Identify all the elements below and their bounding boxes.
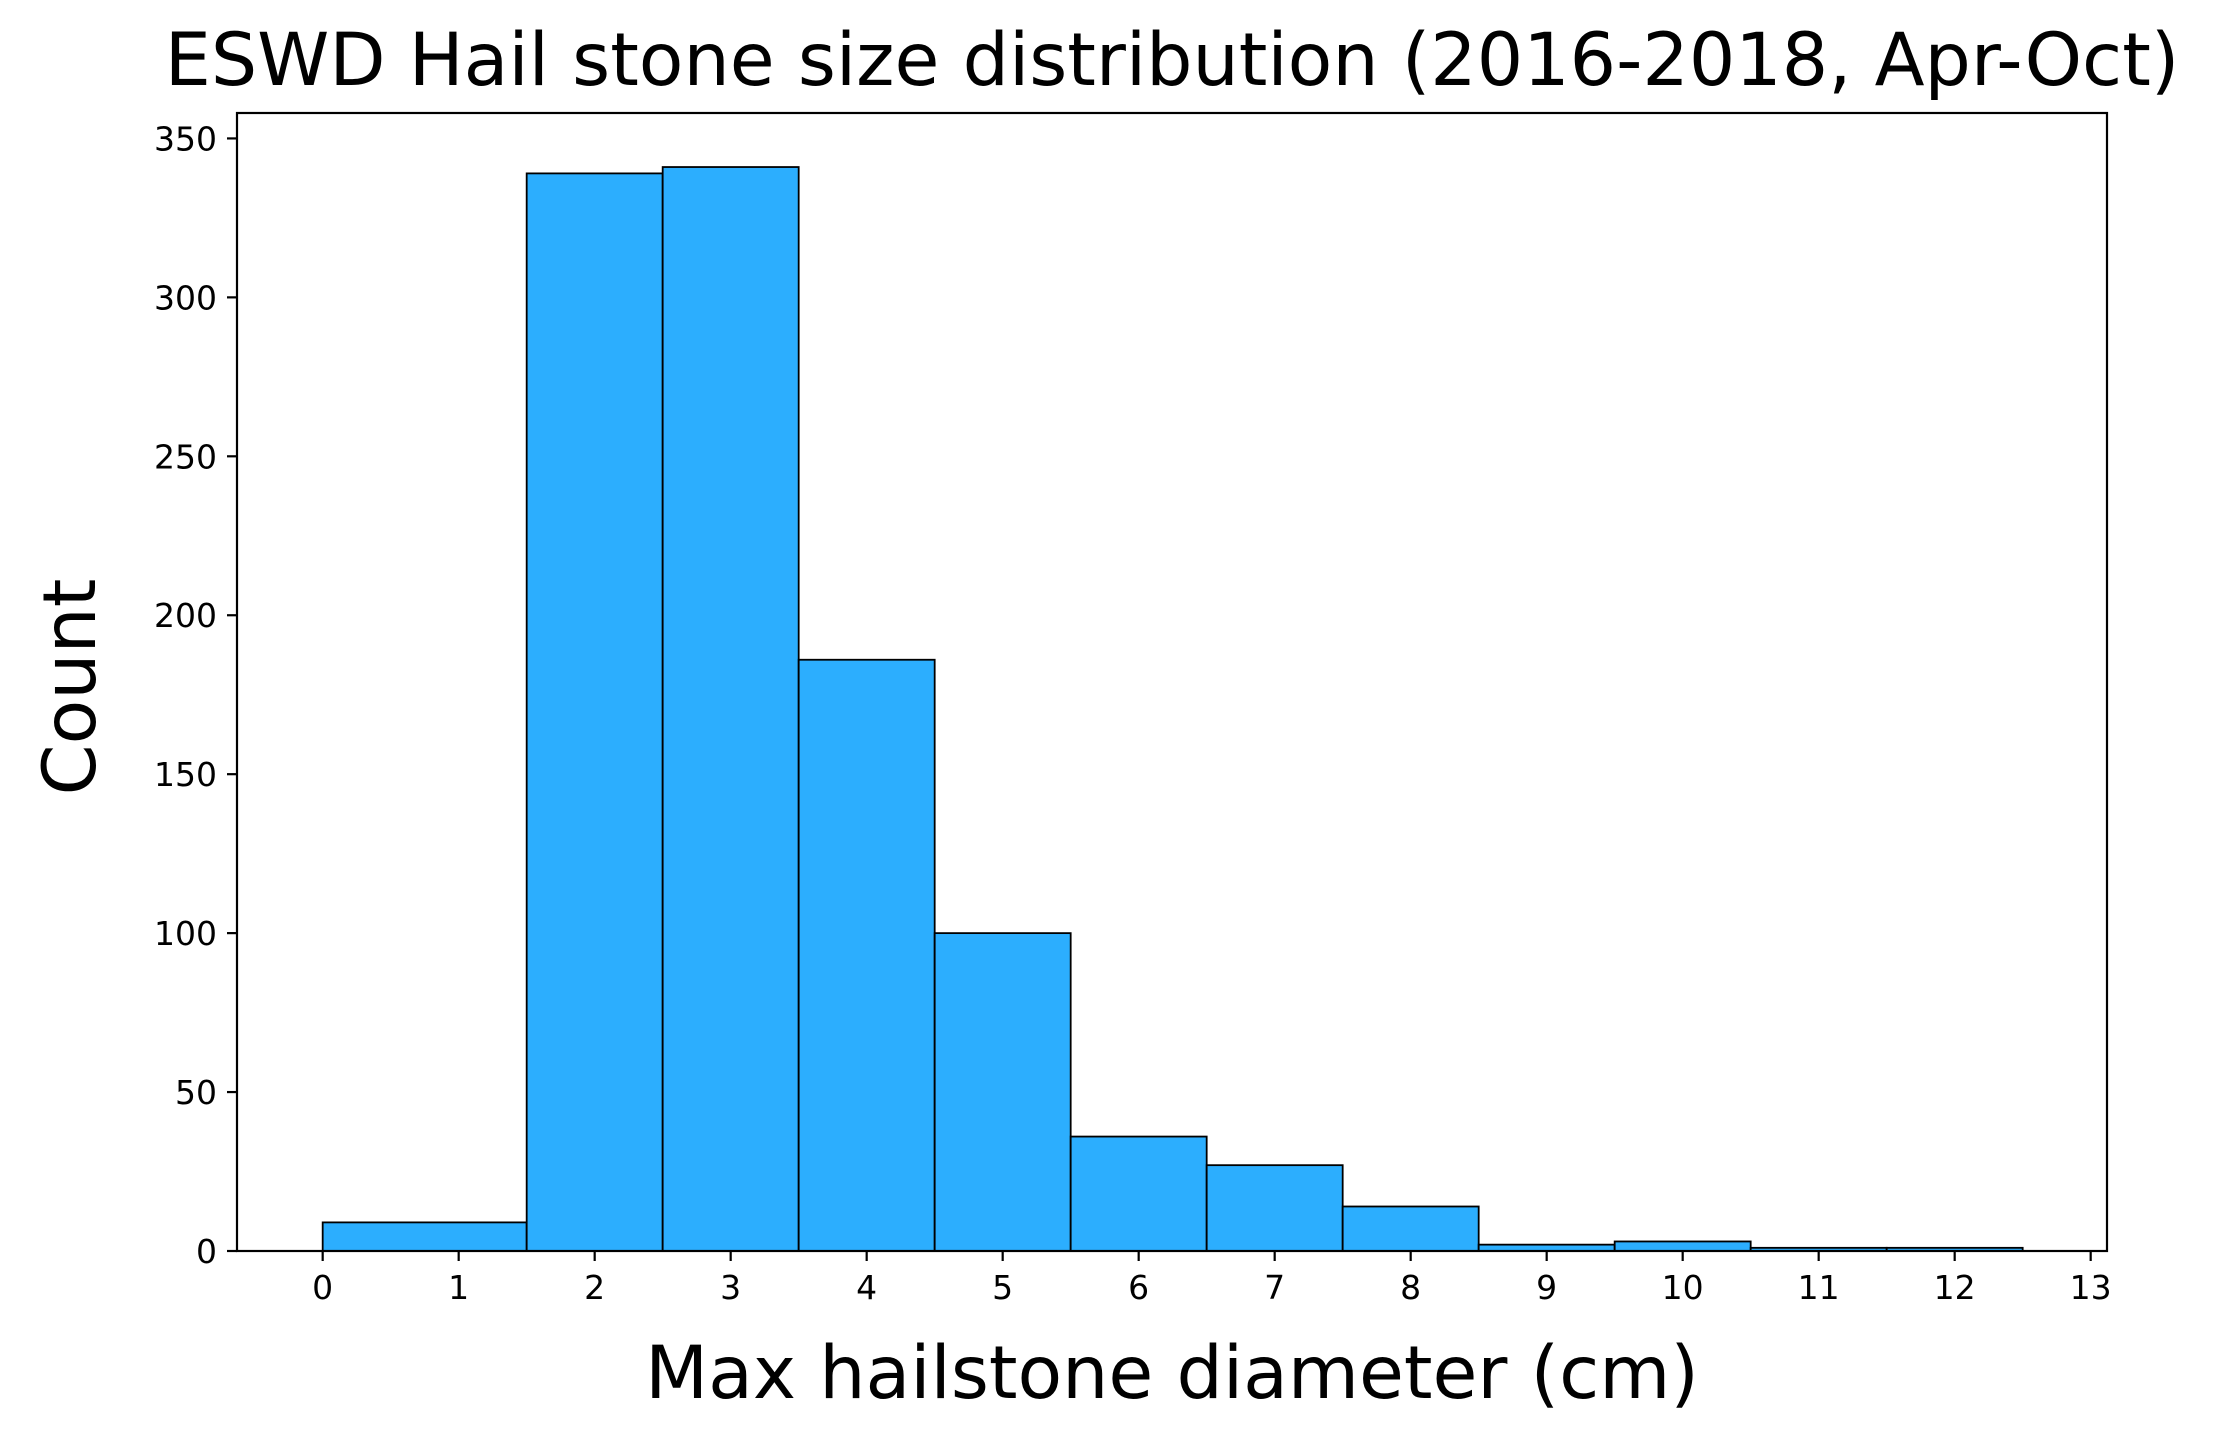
x-tick-label: 5 xyxy=(992,1268,1013,1307)
histogram-bar-1 xyxy=(525,172,664,1252)
histogram-bar-4 xyxy=(933,932,1072,1252)
y-tick-label: 50 xyxy=(175,1073,217,1112)
chart-title: ESWD Hail stone size distribution (2016-… xyxy=(165,18,2180,103)
bars-group xyxy=(321,166,2024,1252)
plot-frame xyxy=(235,111,2109,1253)
x-tick-label: 2 xyxy=(584,1268,605,1307)
histogram-bar-6 xyxy=(1205,1164,1344,1252)
y-tick-label: 250 xyxy=(154,437,217,476)
x-tick-label: 1 xyxy=(448,1268,469,1307)
x-tick-label: 0 xyxy=(312,1268,333,1307)
histogram-bar-5 xyxy=(1069,1135,1208,1252)
x-tick-label: 8 xyxy=(1400,1268,1421,1307)
y-axis-label: Count xyxy=(28,579,113,796)
histogram-bar-0 xyxy=(321,1221,528,1252)
x-tick-label: 13 xyxy=(2070,1268,2112,1307)
y-tick-label: 200 xyxy=(154,596,217,635)
x-tick-label: 9 xyxy=(1536,1268,1557,1307)
x-tick-label: 6 xyxy=(1128,1268,1149,1307)
x-axis-label: Max hailstone diameter (cm) xyxy=(645,1331,1699,1416)
y-tick-label: 0 xyxy=(196,1232,217,1271)
y-tick-label: 100 xyxy=(154,914,217,953)
x-axis-ticks: 0 1 2 3 4 5 6 7 8 9 10 11 12 13 xyxy=(312,1251,2112,1307)
histogram-bar-7 xyxy=(1341,1205,1480,1252)
x-tick-label: 11 xyxy=(1798,1268,1840,1307)
y-tick-label: 350 xyxy=(154,119,217,158)
histogram-bar-9 xyxy=(1613,1240,1752,1252)
x-tick-label: 12 xyxy=(1934,1268,1976,1307)
x-tick-label: 7 xyxy=(1264,1268,1285,1307)
x-tick-label: 3 xyxy=(720,1268,741,1307)
y-tick-label: 150 xyxy=(154,755,217,794)
x-tick-label: 10 xyxy=(1662,1268,1704,1307)
histogram-bar-3 xyxy=(797,658,936,1252)
y-tick-label: 300 xyxy=(154,278,217,317)
histogram-bar-2 xyxy=(661,166,800,1252)
x-tick-label: 4 xyxy=(856,1268,877,1307)
y-axis-ticks: 0 50 100 150 200 250 300 350 xyxy=(154,119,237,1271)
